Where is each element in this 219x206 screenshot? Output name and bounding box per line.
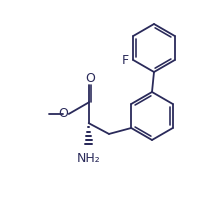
Text: F: F bbox=[122, 53, 129, 66]
Text: O: O bbox=[85, 72, 95, 85]
Text: O: O bbox=[58, 107, 68, 120]
Text: NH₂: NH₂ bbox=[77, 152, 101, 165]
